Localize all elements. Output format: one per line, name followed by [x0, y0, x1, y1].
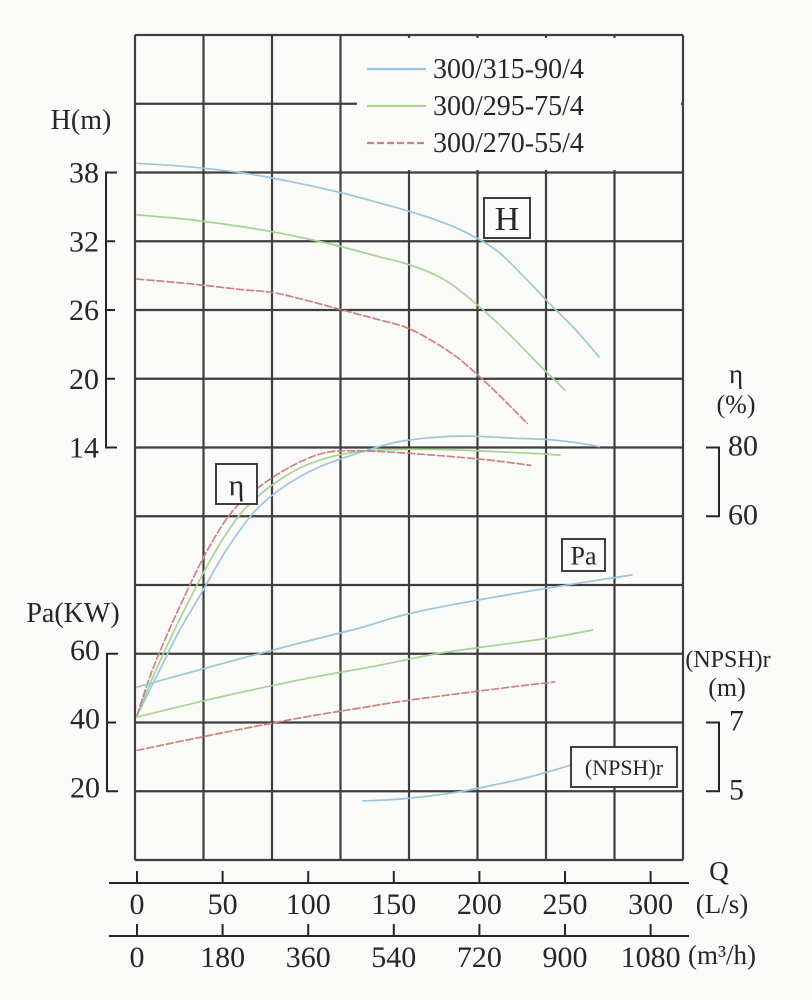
q-m3h-tick-label: 1080: [621, 941, 681, 974]
curve-h-300-270-55-4: [136, 278, 529, 425]
curve-label-h: H: [495, 201, 520, 238]
h-axis-tick-label: 32: [69, 225, 99, 258]
curve-h-300-315-90-4: [136, 162, 601, 358]
curve-npsh-300-315-90-4: [362, 758, 590, 802]
h-axis-tick-label: 38: [69, 157, 99, 190]
h-axis-tick-label: 20: [69, 363, 99, 396]
curve-eta-300-315-90-4: [136, 435, 601, 717]
q-m3h-tick-label: 180: [200, 941, 245, 974]
eta-axis-title: η: [729, 359, 743, 389]
eta-axis-units: (%): [717, 390, 756, 419]
curve-pa-300-270-55-4: [136, 681, 556, 752]
curve-label-box-h: [483, 197, 531, 239]
q-lps-units: (L/s): [696, 889, 748, 919]
npsh-axis-bracket: [706, 721, 720, 793]
curve-h-300-295-75-4: [136, 214, 566, 392]
q-m3h-tick-label: 900: [543, 941, 588, 974]
q-lps-tick-label: 250: [543, 888, 588, 921]
npsh-axis-tick-label: 7: [729, 705, 744, 738]
q-lps-tick-label: 200: [457, 888, 502, 921]
eta-axis-tick-label: 60: [728, 498, 758, 531]
q-lps-tick-label: 300: [628, 888, 673, 921]
curve-label-box-: [215, 463, 258, 505]
curve-eta-300-270-55-4: [136, 449, 532, 717]
curve-label-: η: [229, 469, 245, 502]
curve-label-pa: Pa: [571, 541, 597, 570]
curve-pa-300-295-75-4: [136, 629, 594, 718]
curve-label-npsh-r: (NPSH)r: [585, 755, 664, 780]
curve-label-box-npsh-r: [570, 746, 678, 788]
npsh-axis-title: (NPSH)r: [685, 647, 770, 673]
h-axis-bracket: [105, 171, 117, 449]
q-m3h-tick-label: 540: [371, 941, 416, 974]
q-m3h-tick-label: 0: [130, 941, 145, 974]
q-m3h-tick-label: 720: [457, 941, 502, 974]
q-axis-title: Q: [709, 856, 729, 886]
npsh-axis-tick-label: 5: [729, 773, 744, 806]
pa-axis-bracket: [106, 652, 118, 793]
legend-background: [357, 38, 681, 170]
pa-axis-tick-label: 20: [70, 771, 100, 804]
npsh-axis-units: (m): [708, 673, 746, 702]
pa-axis-tick-label: 40: [70, 703, 100, 736]
eta-axis-bracket: [706, 446, 720, 518]
h-axis-tick-label: 26: [69, 294, 99, 327]
q-lps-tick-label: 100: [286, 888, 331, 921]
eta-axis-tick-label: 80: [728, 430, 758, 463]
legend-label-300-270-55-4: 300/270-55/4: [433, 128, 584, 159]
curve-eta-300-295-75-4: [136, 448, 561, 717]
legend-label-300-315-90-4: 300/315-90/4: [433, 54, 584, 85]
pa-axis-title: Pa(KW): [26, 598, 119, 629]
h-axis-tick-label: 14: [69, 432, 99, 465]
curve-pa-300-315-90-4: [136, 574, 633, 688]
q-lps-tick-label: 0: [130, 888, 145, 921]
q-lps-tick-label: 150: [371, 888, 416, 921]
pa-axis-tick-label: 60: [70, 634, 100, 667]
curve-label-box-pa: [561, 538, 606, 572]
q-m3h-units: (m³/h): [688, 940, 756, 970]
q-lps-tick-label: 50: [208, 888, 238, 921]
h-axis-title: H(m): [51, 105, 112, 136]
q-m3h-tick-label: 360: [286, 941, 331, 974]
legend-label-300-295-75-4: 300/295-75/4: [433, 91, 584, 122]
